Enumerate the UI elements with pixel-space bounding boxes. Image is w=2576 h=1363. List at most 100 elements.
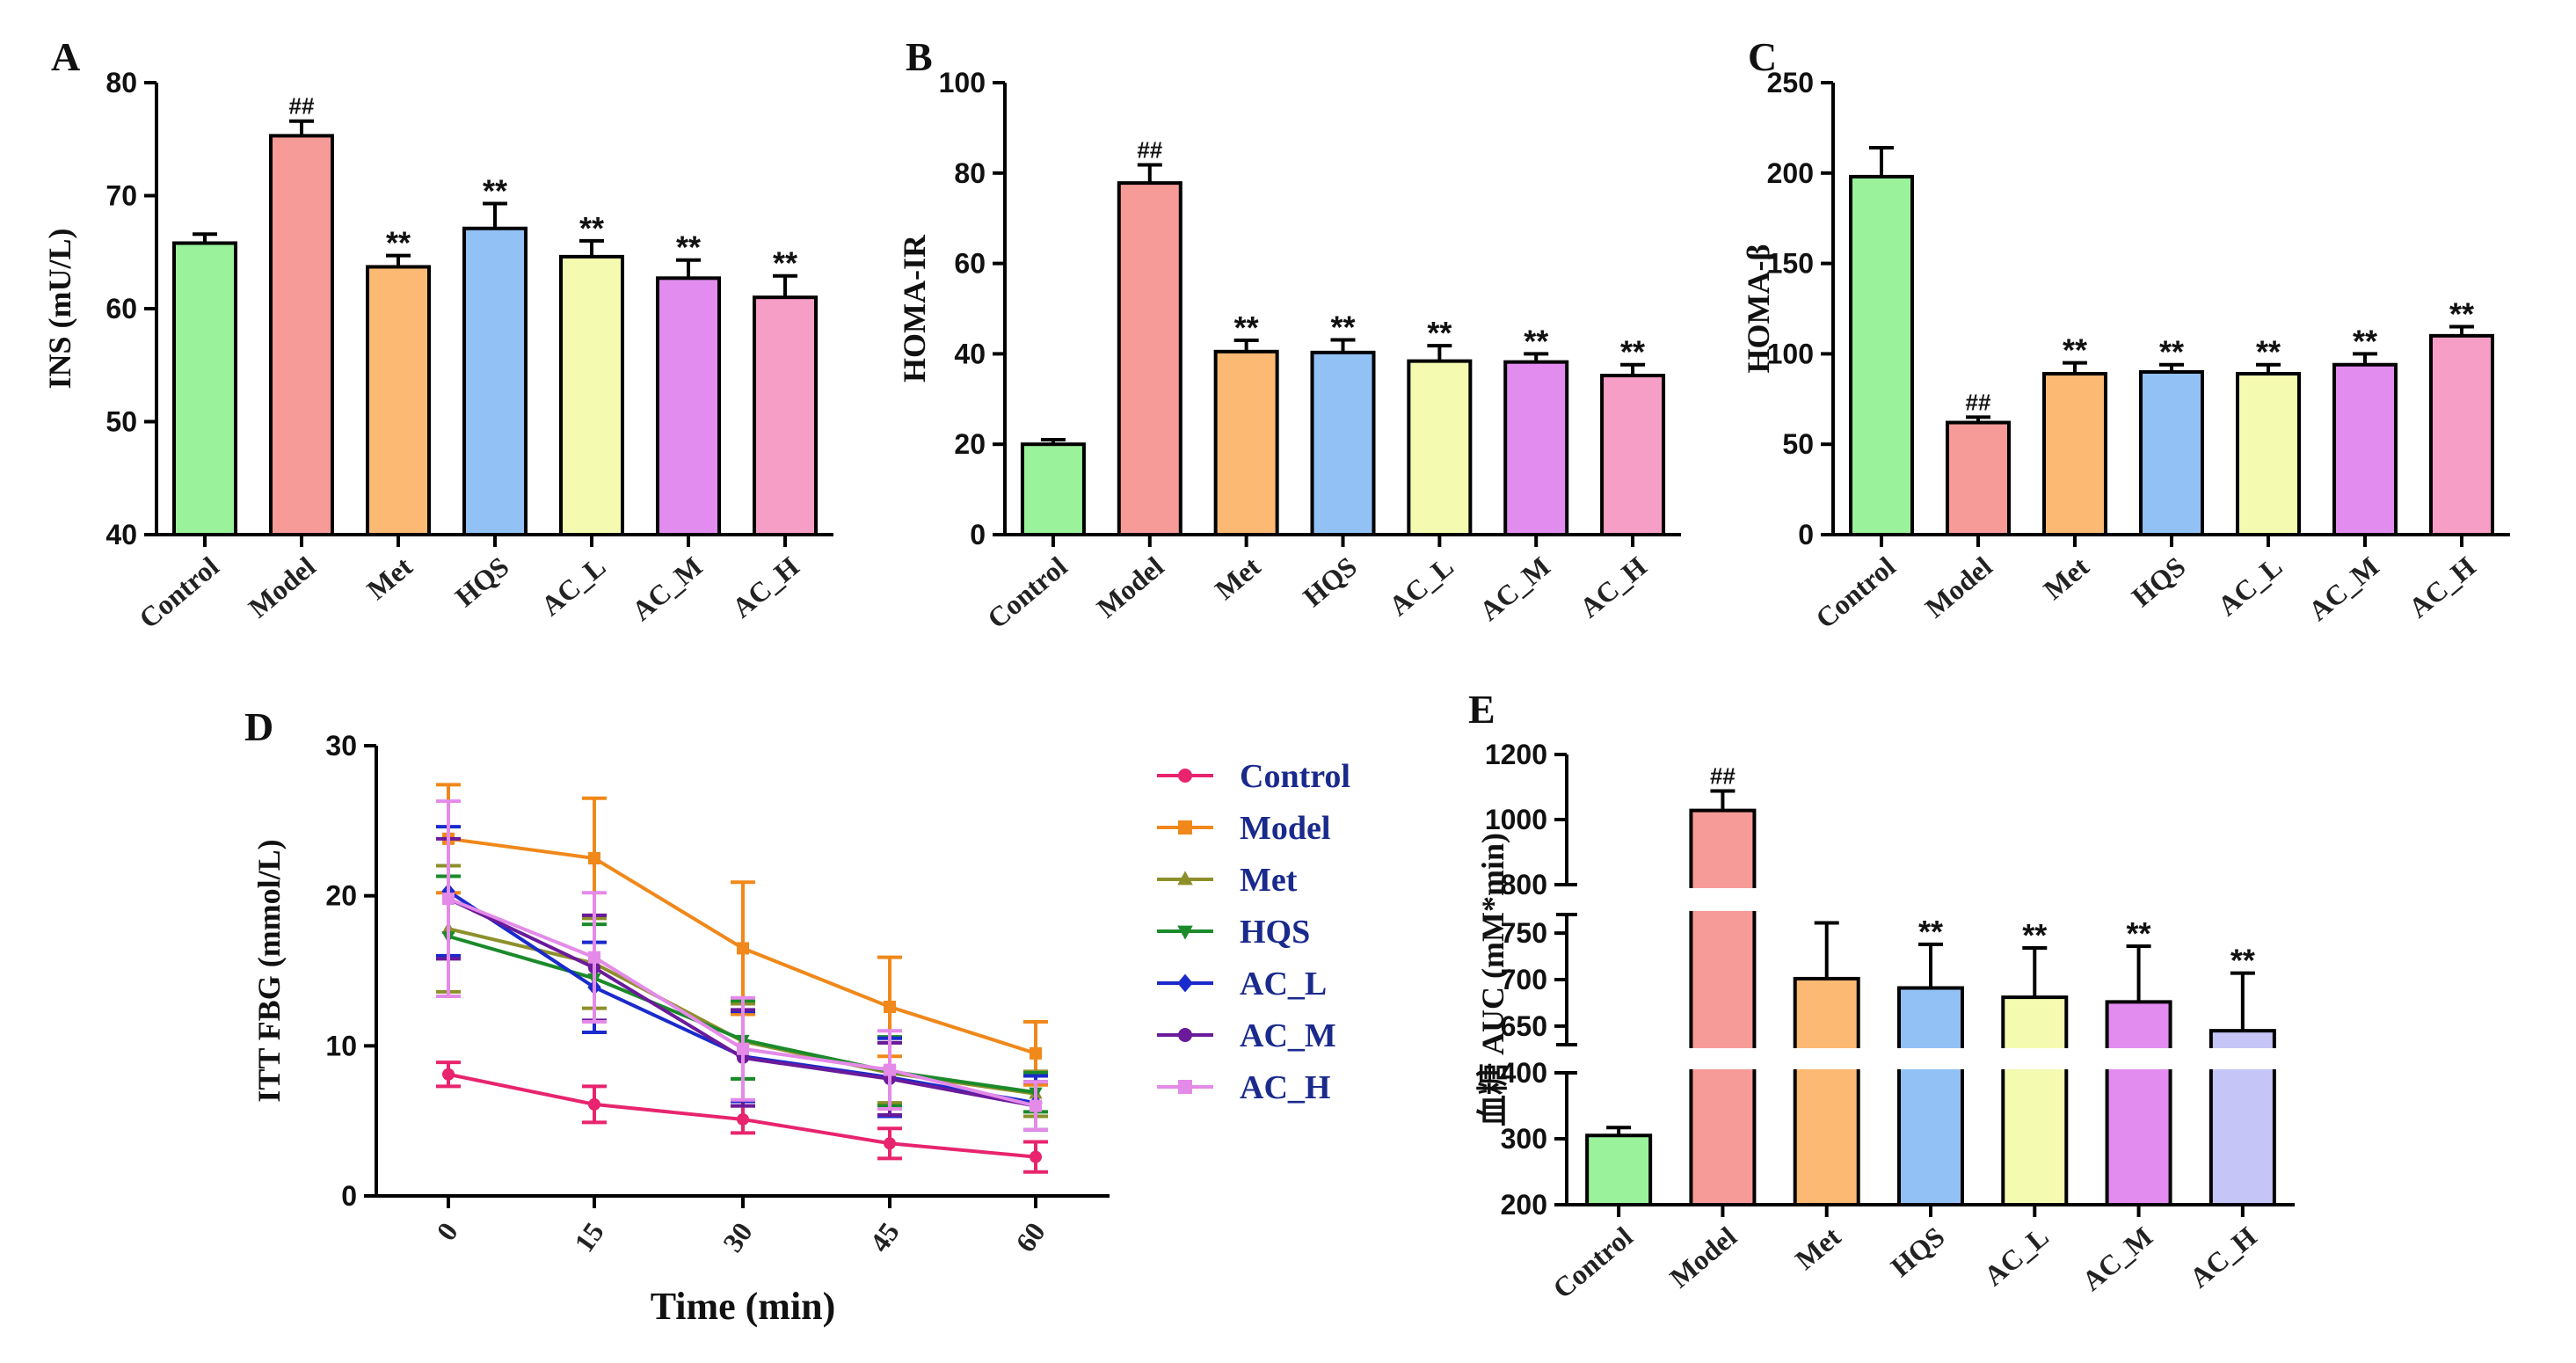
axis-break-gap	[1568, 888, 2296, 911]
y-axis-title: ITT FBG (mmol/L)	[251, 839, 287, 1102]
panel-label: D	[244, 704, 273, 749]
x-tick-label-control: Control	[1546, 1221, 1638, 1305]
x-tick-label-hqs: HQS	[1297, 550, 1363, 613]
legend: Control Model Met HQS AC_L AC_M AC_H	[1157, 758, 1350, 1106]
data-point	[1030, 1150, 1042, 1163]
y-tick-label: 20	[325, 880, 357, 912]
legend-marker	[1178, 1080, 1192, 1094]
legend-marker	[1178, 769, 1192, 783]
data-point	[588, 852, 600, 864]
y-tick-label: 100	[939, 67, 986, 98]
legend-marker	[1177, 925, 1193, 940]
x-tick-label-model: Model	[1919, 550, 1998, 624]
significance-ac-m: **	[2353, 323, 2377, 359]
y-tick-label: 250	[1767, 67, 1814, 98]
x-tick-label-ac-h: AC_H	[2403, 550, 2482, 624]
significance-ac-l: **	[2256, 334, 2281, 370]
x-tick-label-ac-l: AC_L	[1383, 550, 1459, 622]
x-tick-label-ac-l: AC_L	[535, 550, 611, 622]
significance-met: **	[2063, 332, 2087, 368]
x-tick-label-control: Control	[981, 550, 1073, 635]
y-tick-label: 0	[1798, 519, 1814, 550]
x-tick-label: 0	[430, 1216, 464, 1246]
y-tick-label: 50	[1782, 428, 1814, 460]
significance-model: ##	[1710, 762, 1736, 789]
legend-label: Model	[1240, 810, 1330, 847]
legend-marker	[1177, 871, 1193, 886]
bar-hqs	[2139, 369, 2204, 536]
series-ac-h	[436, 799, 1048, 1132]
significance-met: **	[386, 225, 411, 261]
legend-marker	[1178, 1028, 1192, 1042]
significance-ac-h: **	[1620, 334, 1645, 370]
panel-d-itt-line-chart: D 0 10 20 30 0 15 30 45 60 Time (min) ITT FBG (mmol…	[244, 704, 1350, 1328]
panel-e-auc-chart: E 200 300 400 650 700 750 800 1000 1200 血糖 AUC (mM…	[1468, 687, 2296, 1305]
bar-control	[1585, 1133, 1653, 1206]
data-point	[737, 942, 749, 955]
significance-hqs: **	[1330, 309, 1355, 345]
y-axis-title: HOMA-β	[1741, 244, 1776, 374]
y-axis-title: HOMA-IR	[897, 234, 932, 383]
bar-met	[1213, 349, 1279, 536]
bar-ac-l	[1407, 359, 1473, 536]
y-axis-title: INS (mU/L)	[42, 228, 77, 389]
bar-control	[172, 241, 237, 536]
y-tick-label: 80	[954, 157, 986, 189]
legend-label: Met	[1240, 862, 1298, 899]
legend-label: AC_H	[1240, 1069, 1330, 1106]
bar-control	[1020, 442, 1086, 537]
y-tick-label: 1000	[1485, 804, 1547, 835]
x-tick-label: 30	[717, 1216, 759, 1257]
significance-ac-m: **	[2127, 915, 2151, 951]
y-tick-label: 200	[1767, 157, 1814, 189]
legend-marker	[1177, 973, 1193, 993]
y-tick-label: 0	[970, 519, 986, 550]
significance-hqs: **	[483, 172, 507, 208]
y-tick-label: 800	[1501, 869, 1547, 900]
bar-ac-l	[2001, 995, 2069, 1206]
legend-item-control: Control	[1157, 758, 1350, 795]
data-point	[737, 1042, 749, 1055]
x-tick-label-ac-h: AC_H	[1574, 550, 1653, 624]
significance-model: ##	[289, 93, 315, 120]
legend-label: AC_L	[1240, 966, 1327, 1002]
series-control	[436, 1061, 1048, 1174]
bar-model	[1689, 808, 1757, 1206]
data-point	[588, 1097, 600, 1111]
y-axis-title: 血糖 AUC (mM*min)	[1475, 833, 1510, 1126]
x-tick-label-control: Control	[133, 550, 224, 635]
bar-model	[269, 134, 334, 537]
bar-ac-h	[1600, 374, 1666, 536]
x-tick-label-hqs: HQS	[2126, 550, 2192, 613]
legend-label: HQS	[1240, 914, 1310, 951]
legend-item-hqs: HQS	[1157, 914, 1310, 951]
bar-control	[1849, 174, 1914, 537]
x-tick-label-ac-h: AC_H	[726, 550, 805, 624]
data-point	[442, 1068, 455, 1081]
significance-ac-l: **	[1427, 315, 1452, 351]
panel-a-ins-chart: A 40 50 60 70 80 INS (mU/L) Control ## Model ** Met…	[42, 34, 833, 635]
y-tick-label: 50	[106, 406, 137, 438]
y-tick-label: 150	[1767, 248, 1814, 280]
legend-item-ac-l: AC_L	[1157, 966, 1327, 1002]
x-tick-label-met: Met	[360, 550, 418, 606]
legend-item-ac-m: AC_M	[1157, 1017, 1336, 1054]
x-tick-label-ac-l: AC_L	[2211, 550, 2288, 622]
y-tick-label: 10	[325, 1030, 357, 1061]
bar-ac-m	[2105, 1000, 2172, 1207]
x-tick-label-model: Model	[243, 550, 322, 624]
significance-model: ##	[1137, 137, 1162, 164]
legend-marker	[1178, 820, 1192, 835]
legend-label: AC_M	[1240, 1017, 1336, 1054]
panel-label: B	[906, 34, 933, 79]
x-tick-label-ac-m: AC_M	[1474, 550, 1556, 627]
significance-ac-l: **	[2022, 917, 2047, 953]
x-tick-label-ac-m: AC_M	[626, 550, 709, 627]
legend-label: Control	[1240, 758, 1350, 795]
x-tick-label-met: Met	[1209, 550, 1267, 606]
y-tick-label: 650	[1501, 1010, 1547, 1042]
significance-ac-h: **	[2230, 943, 2255, 979]
legend-item-ac-h: AC_H	[1157, 1069, 1330, 1106]
y-tick-label: 20	[954, 428, 986, 460]
x-tick-label-met: Met	[1789, 1221, 1847, 1276]
